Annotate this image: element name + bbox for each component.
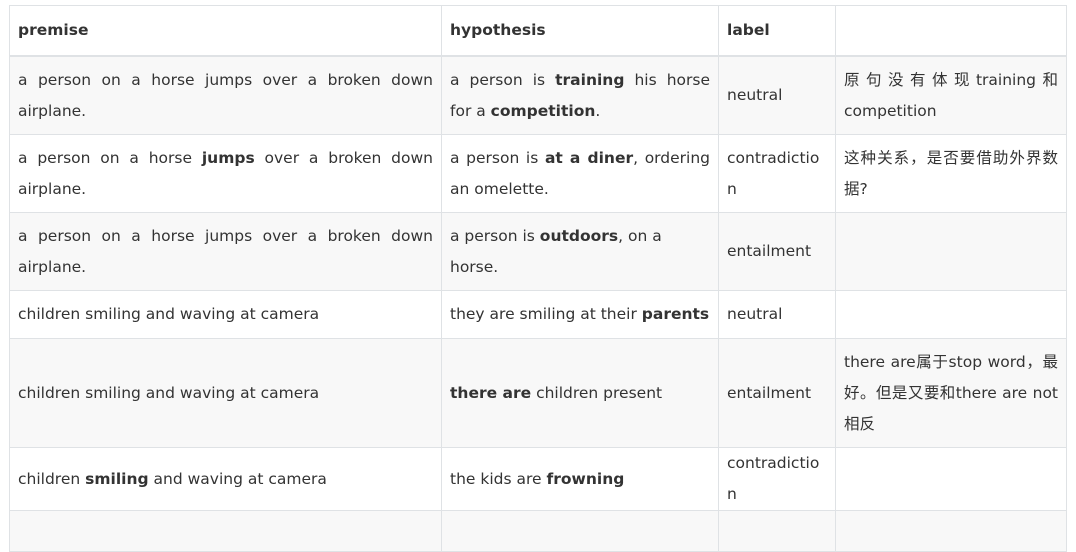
hypothesis-cell: there are children present bbox=[441, 338, 719, 448]
table-header: premise hypothesis label bbox=[9, 5, 1067, 57]
emphasized-text: at a diner bbox=[544, 148, 634, 167]
note-cell: 这种关系，是否要借助外界数据? bbox=[835, 134, 1067, 213]
hypothesis-cell: a person is training his horse for a com… bbox=[441, 55, 719, 135]
note-cell bbox=[835, 290, 1067, 339]
label-cell: contradiction bbox=[718, 447, 836, 511]
emphasized-text: parents bbox=[641, 305, 710, 323]
table-row: children smiling and waving at camera th… bbox=[9, 338, 1067, 448]
note-cell bbox=[835, 212, 1067, 291]
premise-cell: children smiling and waving at camera bbox=[9, 338, 442, 448]
emphasized-text: outdoors bbox=[539, 226, 619, 245]
label-cell bbox=[718, 510, 836, 552]
emphasized-text: smiling bbox=[85, 469, 149, 488]
note-cell bbox=[835, 510, 1067, 552]
header-label: label bbox=[718, 5, 836, 57]
table-row-partial bbox=[9, 510, 1067, 552]
table-row: a person on a horse jumps over a broken … bbox=[9, 134, 1067, 213]
table-row: children smiling and waving at camera th… bbox=[9, 447, 1067, 511]
hypothesis-cell: a person is outdoors, on a horse. bbox=[441, 212, 719, 291]
emphasized-text: competition bbox=[490, 101, 596, 120]
emphasized-text: training bbox=[555, 70, 625, 89]
hypothesis-cell: they are smiling at their parents bbox=[441, 290, 719, 339]
note-cell bbox=[835, 447, 1067, 511]
hypothesis-cell: the kids are frowning bbox=[441, 447, 719, 511]
premise-cell: children smiling and waving at camera bbox=[9, 290, 442, 339]
emphasized-text: frowning bbox=[546, 469, 625, 488]
label-cell: neutral bbox=[718, 290, 836, 339]
nli-examples-table: premise hypothesis label a person on a h… bbox=[9, 5, 1067, 552]
header-note bbox=[835, 5, 1067, 57]
note-cell: there are属于stop word，最好。但是又要和there are n… bbox=[835, 338, 1067, 448]
hypothesis-cell: a person is at a diner, ordering an omel… bbox=[441, 134, 719, 213]
note-cell: 原句没有体现training和competition bbox=[835, 55, 1067, 135]
header-hypothesis: hypothesis bbox=[441, 5, 719, 57]
table-row: a person on a horse jumps over a broken … bbox=[9, 212, 1067, 291]
premise-cell: a person on a horse jumps over a broken … bbox=[9, 212, 442, 291]
table-body: a person on a horse jumps over a broken … bbox=[9, 55, 1067, 552]
label-cell: contradiction bbox=[718, 134, 836, 213]
nli-examples-table-wrapper: premise hypothesis label a person on a h… bbox=[9, 5, 1067, 552]
header-premise: premise bbox=[9, 5, 442, 57]
premise-cell: a person on a horse jumps over a broken … bbox=[9, 55, 442, 135]
premise-cell: children smiling and waving at camera bbox=[9, 447, 442, 511]
table-row: children smiling and waving at camera th… bbox=[9, 290, 1067, 339]
label-cell: neutral bbox=[718, 55, 836, 135]
header-row: premise hypothesis label bbox=[9, 5, 1067, 57]
label-cell: entailment bbox=[718, 212, 836, 291]
emphasized-text: there are bbox=[450, 383, 532, 402]
hypothesis-cell bbox=[441, 510, 719, 552]
label-cell: entailment bbox=[718, 338, 836, 448]
premise-cell: a person on a horse jumps over a broken … bbox=[9, 134, 442, 213]
emphasized-text: jumps bbox=[201, 148, 255, 167]
table-row: a person on a horse jumps over a broken … bbox=[9, 55, 1067, 135]
premise-cell bbox=[9, 510, 442, 552]
